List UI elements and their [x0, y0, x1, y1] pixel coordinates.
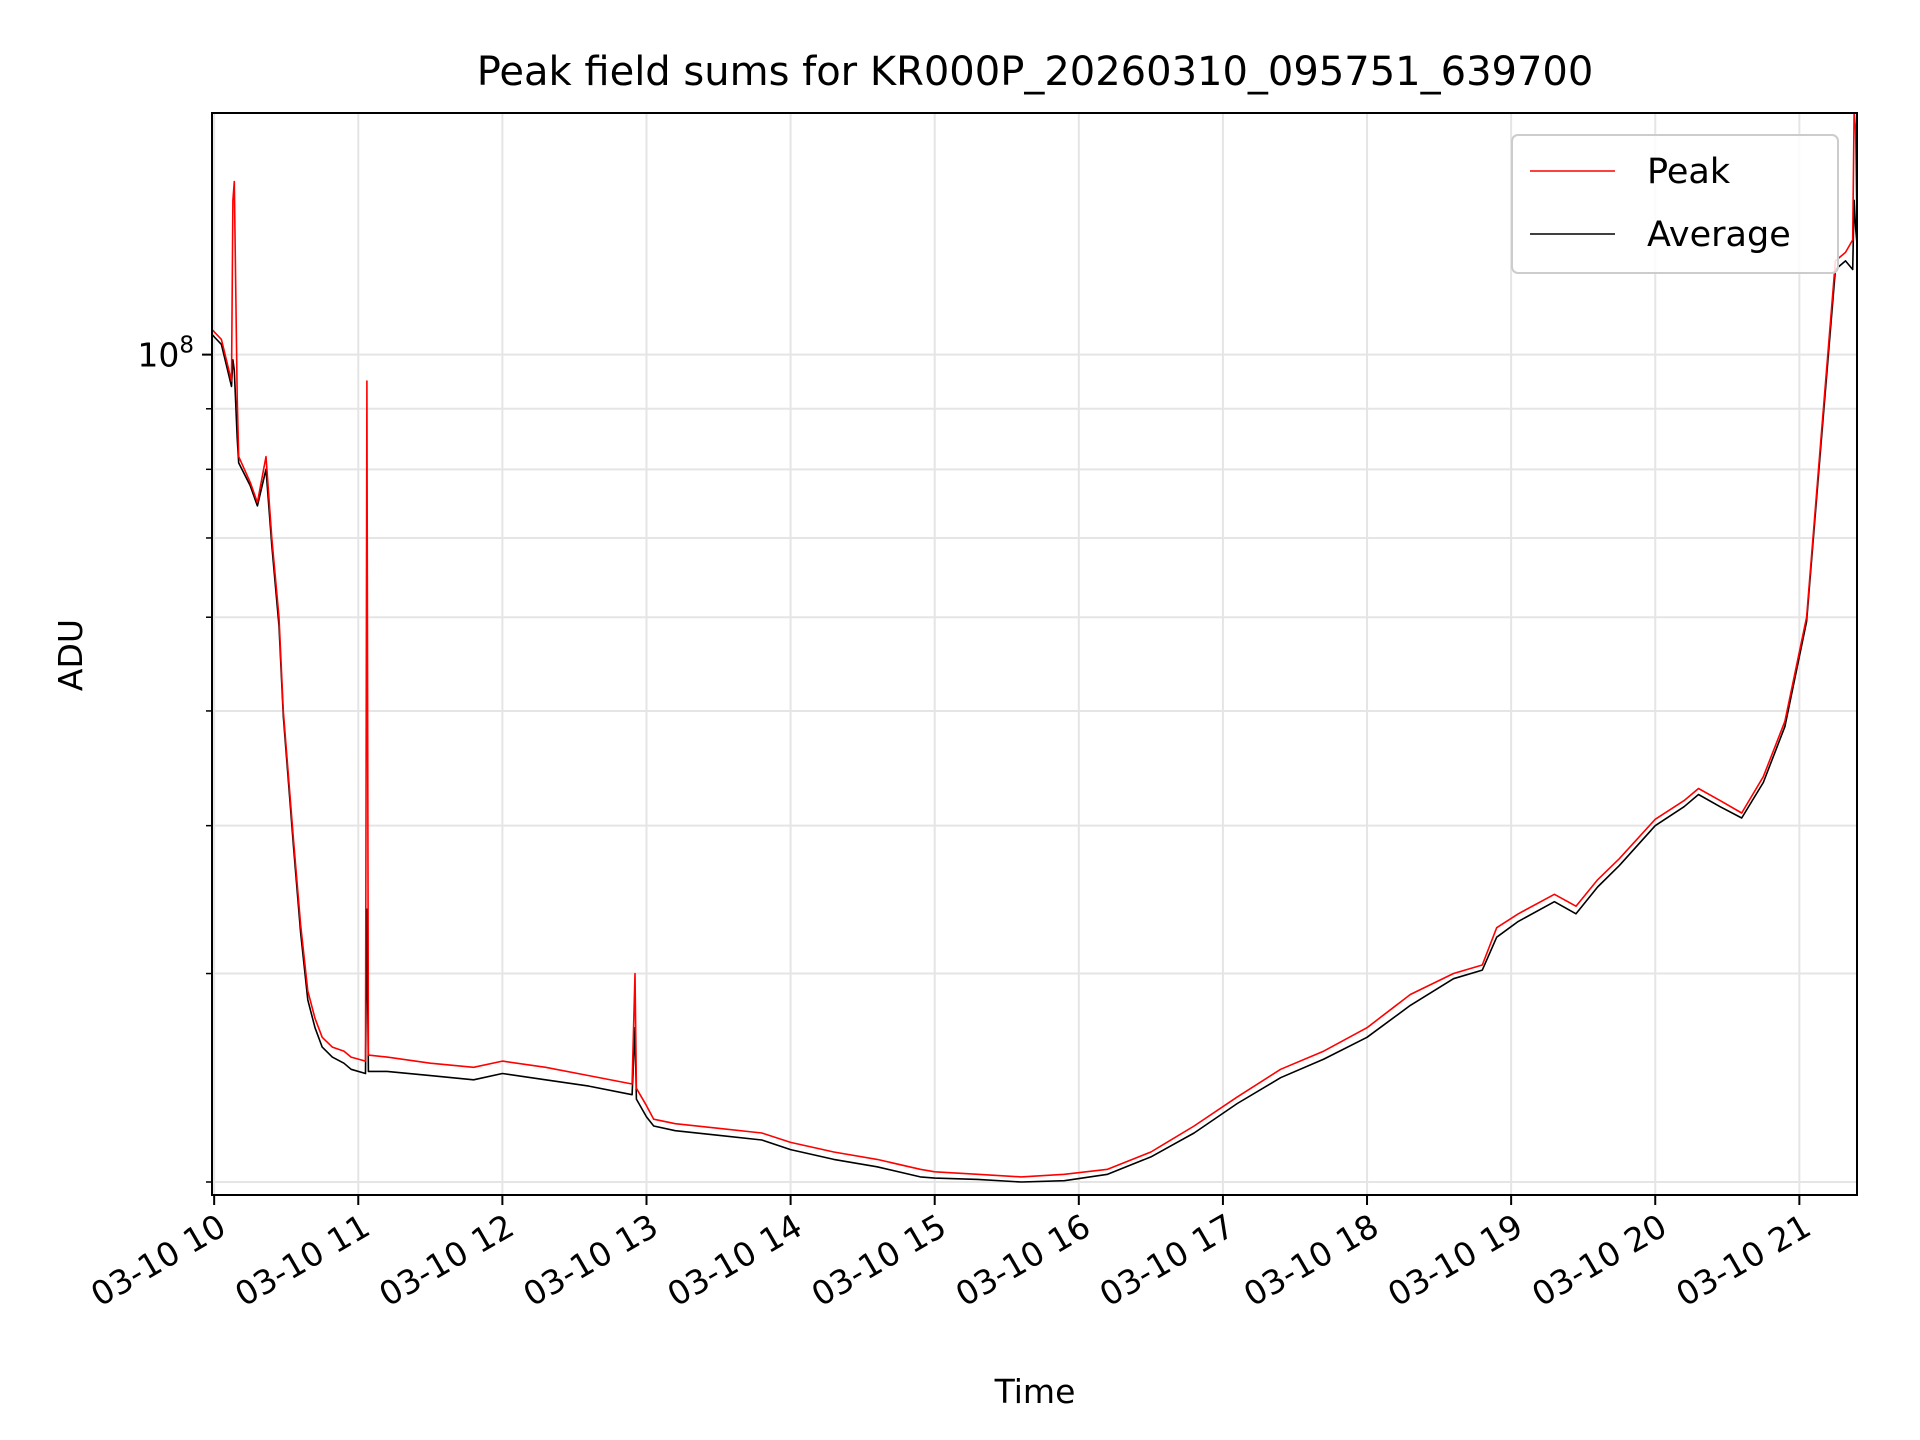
- y-tick-label: 108: [137, 333, 194, 375]
- grid: [212, 113, 1857, 1195]
- legend-peak-label: Peak: [1647, 152, 1731, 192]
- series-line-peak: [211, 112, 1858, 1178]
- axes-frame: [211, 112, 1858, 1196]
- legend: Peak Average: [1511, 134, 1839, 274]
- legend-box: [1511, 134, 1839, 274]
- chart-title: Peak field sums for KR000P_20260310_0957…: [477, 49, 1594, 95]
- y-axis: 108: [137, 333, 212, 1183]
- y-axis-label: ADU: [51, 619, 90, 691]
- legend-average-label: Average: [1647, 215, 1791, 255]
- x-axis-label: Time: [994, 1372, 1076, 1411]
- plot-area: [211, 112, 1858, 1183]
